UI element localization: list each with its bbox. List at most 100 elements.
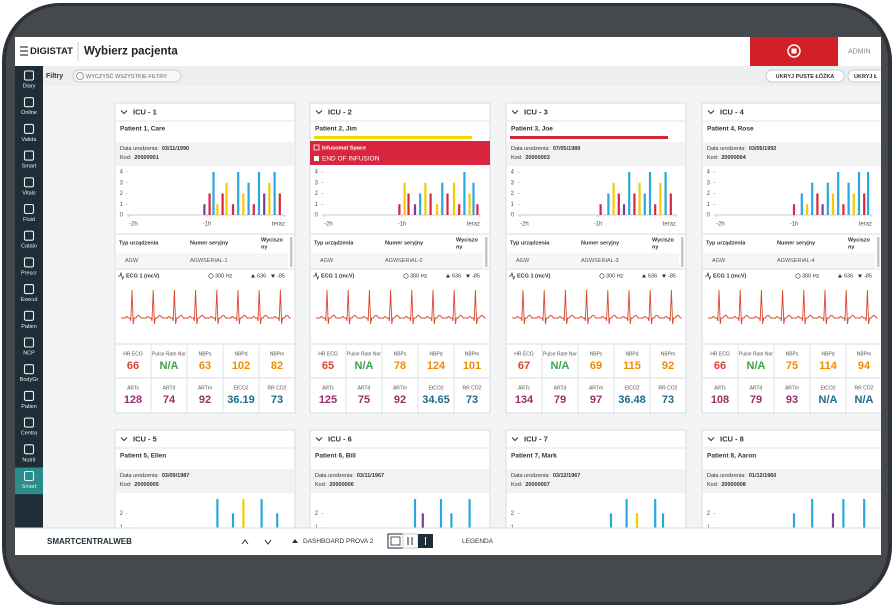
- sidebar-icon[interactable]: [23, 177, 35, 188]
- sidebar-icon[interactable]: [23, 257, 35, 268]
- app-name: SMARTCENTRALWEB: [47, 537, 132, 546]
- device-serial: AGWSERIAL-1: [190, 258, 228, 264]
- scroll-down[interactable]: [264, 539, 272, 545]
- vital-name: EtCO2: [233, 385, 248, 391]
- sidebar-label[interactable]: Valida: [22, 137, 38, 143]
- layout-grid-button[interactable]: [387, 533, 404, 549]
- sidebar-label[interactable]: Centra: [21, 431, 38, 437]
- alarm-bar: [216, 204, 219, 215]
- x-tick-label: -1h: [398, 222, 407, 228]
- ecg-label: ECG 1 (mcV): [126, 273, 159, 279]
- vital-value: N/A: [855, 394, 874, 406]
- bed-name: ICU - 2: [328, 107, 352, 116]
- min-icon: [271, 274, 275, 278]
- sidebar-label[interactable]: Smart: [22, 484, 37, 490]
- hide-button[interactable]: [847, 69, 894, 83]
- user-name[interactable]: ADMIN: [848, 48, 871, 55]
- y-tick-label: 2: [315, 511, 319, 517]
- collapse-chevron[interactable]: [120, 110, 128, 115]
- birth-date: 03/12/1967: [553, 473, 581, 479]
- alarm-bar: [599, 204, 602, 215]
- sidebar-label[interactable]: Online: [21, 110, 37, 116]
- sidebar-label[interactable]: Nutrit: [22, 457, 36, 463]
- code-row: Kod: 20000007: [511, 482, 550, 488]
- alarm-bar: [617, 193, 620, 215]
- alarm-icon-core: [791, 48, 797, 54]
- hide-empty-button[interactable]: [765, 69, 845, 83]
- sidebar-label[interactable]: Patien: [21, 404, 37, 410]
- sidebar-icon[interactable]: [23, 123, 35, 134]
- patient-card[interactable]: ICU - 2 Patient 2, Jim Infusomat Space END …: [309, 102, 491, 414]
- sidebar-icon[interactable]: [23, 97, 35, 108]
- scroll-up[interactable]: [241, 539, 249, 545]
- dashboard-caret[interactable]: [292, 539, 298, 543]
- x-tick-label: teraz: [272, 222, 285, 228]
- collapse-chevron[interactable]: [707, 437, 715, 442]
- muted-header: Wyciszo: [456, 237, 479, 243]
- top-bar: [15, 37, 881, 66]
- menu-icon[interactable]: [20, 46, 28, 56]
- collapse-chevron[interactable]: [707, 110, 715, 115]
- dashboard-name[interactable]: DASHBOARD PROVA 2: [303, 538, 374, 545]
- vital-value: 94: [858, 360, 871, 372]
- ecg-frequency: 300 Hz: [215, 273, 233, 279]
- sidebar-label[interactable]: Execut: [21, 297, 38, 303]
- collapse-chevron[interactable]: [120, 437, 128, 442]
- sidebar-label[interactable]: BodyGr: [20, 377, 39, 383]
- vital-value: 36.48: [618, 394, 646, 406]
- sidebar-icon[interactable]: [23, 150, 35, 161]
- y-tick-label: 4: [120, 170, 124, 176]
- code-row: Kod: 20000004: [707, 155, 747, 161]
- sidebar-icon[interactable]: [23, 284, 35, 295]
- alarm-icon: [313, 144, 320, 151]
- sidebar-icon[interactable]: [23, 70, 35, 81]
- patient-card[interactable]: ICU - 3 Patient 3, Joe Data urodzenia: 07/0…: [505, 102, 687, 414]
- y-tick-label: 2: [315, 191, 319, 197]
- sidebar-label[interactable]: NCP: [23, 350, 35, 356]
- vital-name: ARTd: [358, 385, 371, 391]
- vital-name: ARTs: [518, 385, 530, 391]
- sidebar-icon[interactable]: [23, 337, 35, 348]
- sidebar-icon[interactable]: [23, 203, 35, 215]
- ecg-waveform: [708, 289, 878, 325]
- legend-button[interactable]: LEGENDA: [462, 538, 494, 545]
- patient-card[interactable]: ICU - 4 Patient 4, Rose Data urodzenia: 03/…: [701, 102, 882, 414]
- alarm-bar: [654, 499, 657, 542]
- collapse-chevron[interactable]: [315, 110, 323, 115]
- sidebar-icon[interactable]: [23, 470, 35, 482]
- sidebar-icon[interactable]: [23, 364, 35, 375]
- alarm-bar: [398, 204, 401, 215]
- alarm-bar: [867, 172, 870, 215]
- vital-value: 114: [819, 360, 838, 372]
- sidebar-label[interactable]: Diary: [23, 83, 36, 89]
- sidebar-label[interactable]: Patien: [21, 324, 37, 330]
- collapse-chevron[interactable]: [511, 110, 519, 115]
- sidebar-icon[interactable]: [23, 444, 35, 455]
- sidebar-label[interactable]: Prescr: [21, 270, 37, 276]
- code-row: Kod: 20000008: [707, 482, 746, 488]
- patient-card[interactable]: ICU - 1 Patient 1, Care Data urodzenia: 03/…: [114, 102, 296, 414]
- sidebar-icon[interactable]: [23, 310, 35, 321]
- ecg-frequency: 300 Hz: [606, 273, 624, 279]
- birth-label: Data urodzenia:: [315, 473, 354, 479]
- sidebar-icon[interactable]: [23, 417, 35, 428]
- vital-value: N/A: [551, 360, 570, 372]
- vital-name: HR ECG: [710, 351, 730, 357]
- alarm-bar: [811, 182, 814, 215]
- sidebar-label[interactable]: Vitals: [22, 190, 36, 196]
- collapse-chevron[interactable]: [315, 437, 323, 442]
- collapse-chevron[interactable]: [511, 437, 519, 442]
- sidebar-icon[interactable]: [23, 230, 35, 241]
- ecg-label: ECG 1 (mcV): [517, 273, 550, 279]
- alarm-bar: [643, 193, 646, 215]
- birth-date-row: Data urodzenia: 03/11/1990: [120, 146, 189, 152]
- sidebar-label[interactable]: Fluid: [23, 217, 35, 223]
- sidebar-icon[interactable]: [23, 390, 35, 401]
- layout-list-button[interactable]: [402, 533, 419, 549]
- alarm-bar: [263, 193, 266, 215]
- sidebar-label[interactable]: Catalo: [21, 244, 37, 250]
- sidebar-label[interactable]: Smart: [22, 164, 37, 170]
- clear-filters-button[interactable]: [72, 69, 182, 83]
- alarm-bar: [837, 172, 840, 215]
- serial-header: Numer seryjny: [190, 240, 229, 246]
